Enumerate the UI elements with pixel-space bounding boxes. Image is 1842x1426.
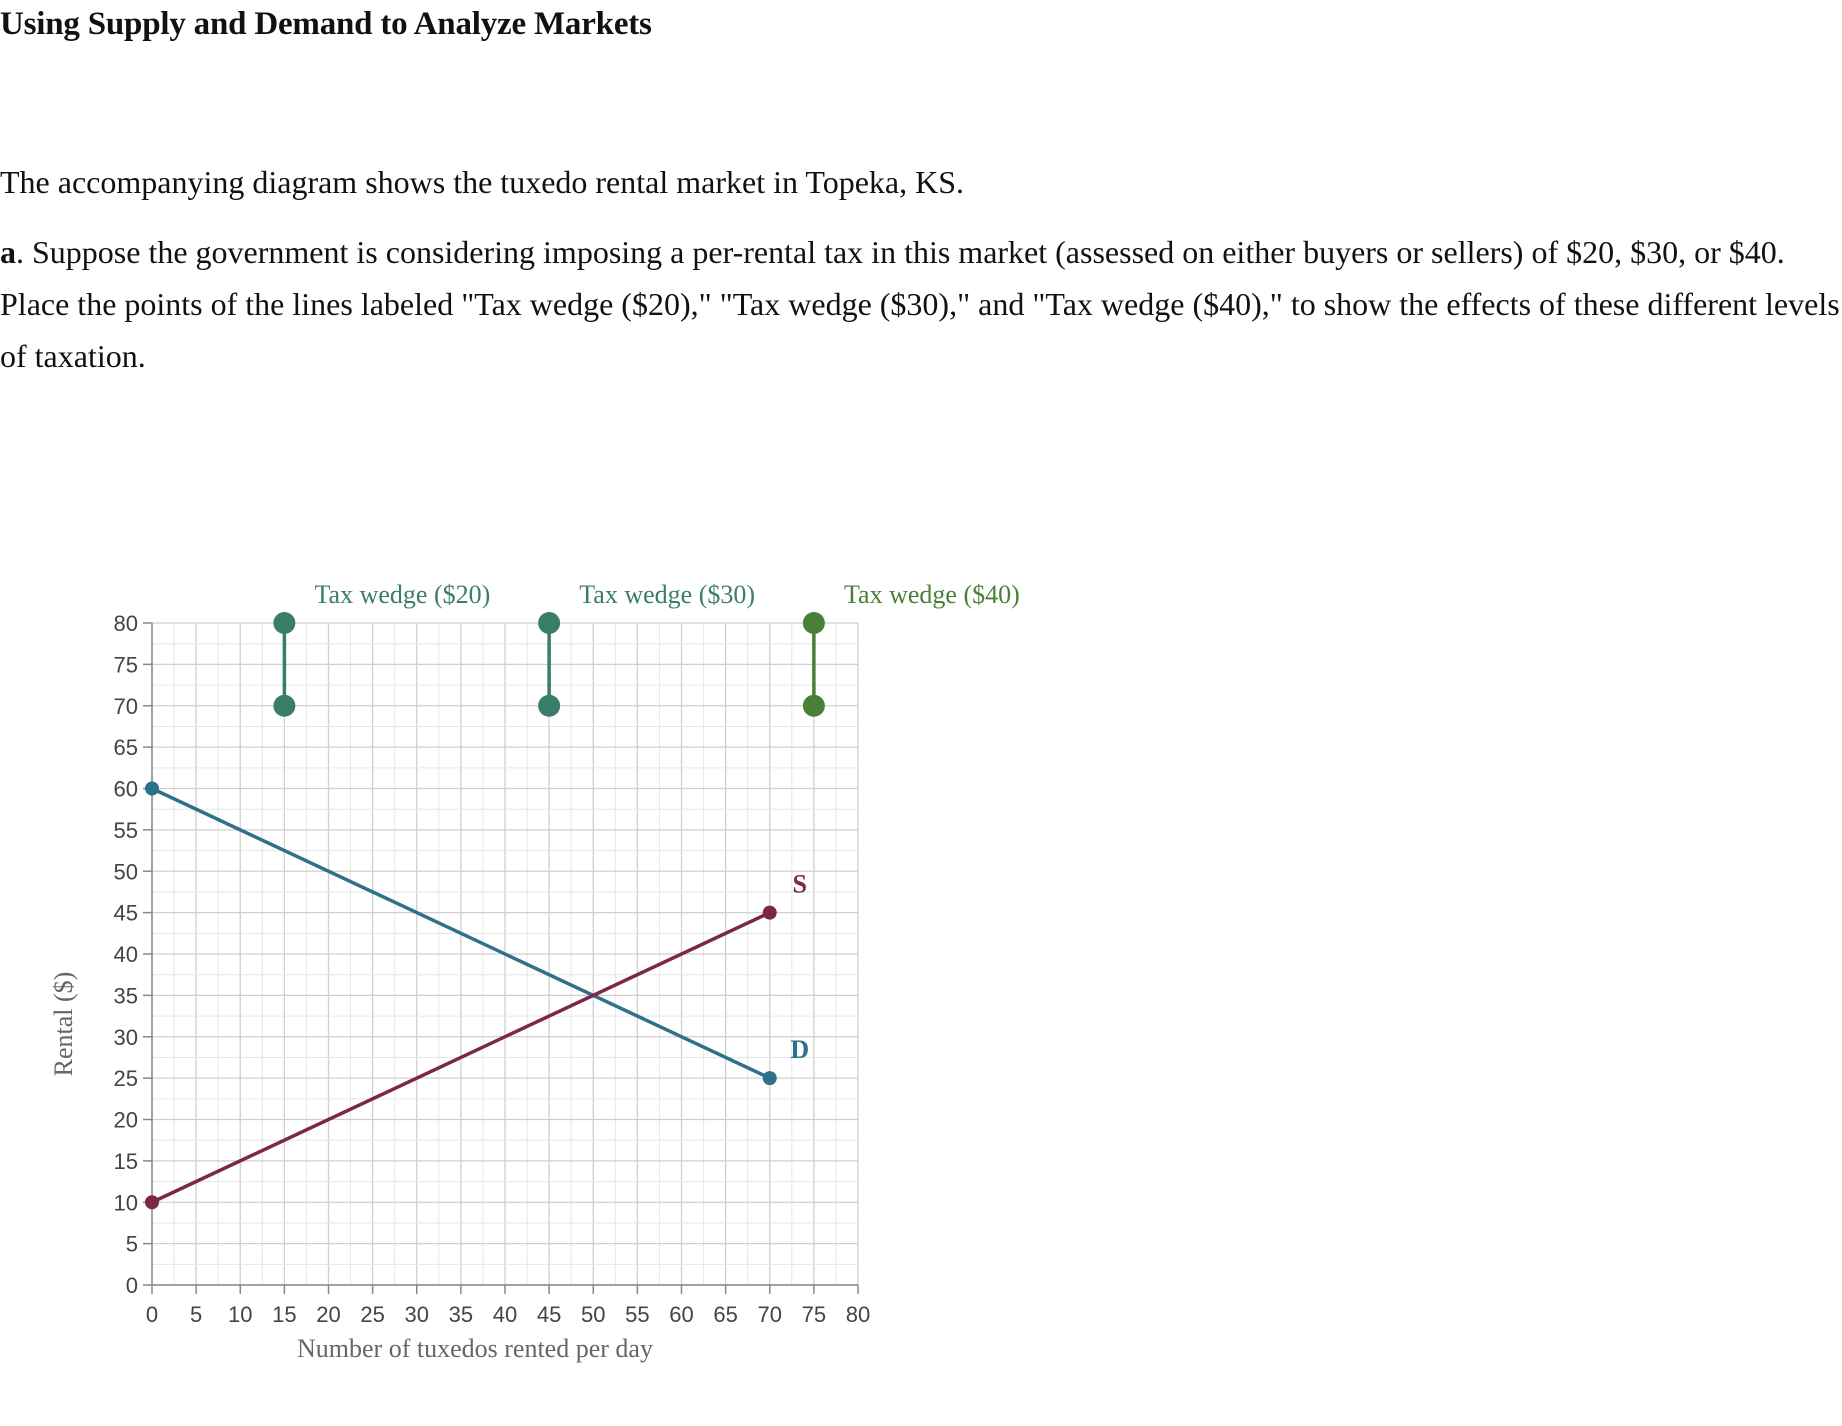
tax-wedge-label: Tax wedge ($30) bbox=[579, 580, 755, 609]
y-tick-label: 40 bbox=[114, 942, 138, 967]
x-tick-label: 35 bbox=[449, 1302, 473, 1327]
x-tick-label: 0 bbox=[146, 1302, 158, 1327]
curve-d-label: D bbox=[790, 1035, 809, 1064]
x-tick-label: 50 bbox=[581, 1302, 605, 1327]
tax-wedge-bottom-handle[interactable] bbox=[273, 694, 296, 717]
x-tick-label: 25 bbox=[360, 1302, 384, 1327]
curve-d-point[interactable] bbox=[145, 781, 159, 796]
curve-s-point[interactable] bbox=[762, 905, 777, 920]
axes: 0 5 10 15 20 25 30 35 40 45 50 55 60 65 70 75 80 0 5 10 15 20… bbox=[49, 611, 870, 1363]
x-tick-label: 40 bbox=[493, 1302, 517, 1327]
tax-wedges[interactable]: Tax wedge ($20) Tax wedge ($30) Tax wedge … bbox=[273, 580, 1020, 717]
y-tick-label: 20 bbox=[114, 1108, 138, 1133]
curve-d-line bbox=[151, 786, 771, 1080]
tax-wedge-label: Tax wedge ($20) bbox=[314, 580, 490, 609]
y-tick-label: 5 bbox=[126, 1232, 138, 1257]
x-tick-label: 70 bbox=[758, 1302, 782, 1327]
y-tick-label: 10 bbox=[114, 1190, 138, 1215]
y-tick-label: 50 bbox=[114, 859, 138, 884]
y-tick-label: 75 bbox=[114, 652, 138, 677]
y-axis-title: Rental ($) bbox=[49, 972, 78, 1077]
x-tick-label: 15 bbox=[272, 1302, 296, 1327]
tax-wedge-3[interactable]: Tax wedge ($40) bbox=[802, 580, 1020, 717]
y-tick-label: 70 bbox=[114, 694, 138, 719]
x-tick-label: 5 bbox=[190, 1302, 202, 1327]
curve-d-point[interactable] bbox=[762, 1071, 777, 1086]
curve-s-label: S bbox=[793, 870, 807, 899]
tax-wedge-top-handle[interactable] bbox=[538, 612, 561, 634]
tax-wedge-top-handle[interactable] bbox=[802, 612, 825, 634]
y-tick-label: 35 bbox=[114, 983, 138, 1008]
question-body: . Suppose the government is considering … bbox=[0, 234, 1840, 374]
x-tick-label: 75 bbox=[802, 1302, 826, 1327]
tax-wedge-bottom-handle[interactable] bbox=[802, 694, 825, 717]
tax-wedge-bottom-handle[interactable] bbox=[538, 694, 561, 717]
tax-wedge-1[interactable]: Tax wedge ($20) bbox=[273, 580, 490, 717]
y-tick-label: 80 bbox=[114, 611, 138, 636]
y-tick-label: 60 bbox=[114, 777, 138, 802]
tax-wedge-label: Tax wedge ($40) bbox=[844, 580, 1020, 609]
x-axis-title: Number of tuxedos rented per day bbox=[297, 1334, 653, 1363]
tax-wedge-chart[interactable]: 0 5 10 15 20 25 30 35 40 45 50 55 60 65 70 75 80 0 5 10 15 20… bbox=[0, 560, 1100, 1420]
x-tick-label: 45 bbox=[537, 1302, 561, 1327]
y-tick-label: 25 bbox=[114, 1066, 138, 1091]
x-tick-label: 30 bbox=[405, 1302, 429, 1327]
y-tick-label: 55 bbox=[114, 818, 138, 843]
y-tick-label: 65 bbox=[114, 735, 138, 760]
y-tick-label: 30 bbox=[114, 1025, 138, 1050]
x-tick-label: 60 bbox=[669, 1302, 693, 1327]
y-tick-label: 45 bbox=[114, 901, 138, 926]
x-tick-label: 55 bbox=[625, 1302, 649, 1327]
x-tick-label: 80 bbox=[846, 1302, 870, 1327]
x-tick-label: 65 bbox=[713, 1302, 737, 1327]
y-tick-label: 0 bbox=[126, 1273, 138, 1298]
intro-text: The accompanying diagram shows the tuxed… bbox=[0, 164, 965, 200]
page-title: Using Supply and Demand to Analyze Marke… bbox=[0, 6, 652, 42]
curves: DS bbox=[145, 781, 809, 1210]
curve-s-point[interactable] bbox=[145, 1195, 159, 1210]
tax-wedge-top-handle[interactable] bbox=[273, 612, 296, 634]
x-tick-label: 20 bbox=[316, 1302, 340, 1327]
x-tick-label: 10 bbox=[228, 1302, 252, 1327]
curve-s-line bbox=[151, 911, 771, 1204]
y-tick-label: 15 bbox=[114, 1149, 138, 1174]
question-prefix: a bbox=[0, 234, 16, 270]
question-text: a. Suppose the government is considering… bbox=[0, 226, 1840, 382]
tax-wedge-2[interactable]: Tax wedge ($30) bbox=[538, 580, 755, 717]
